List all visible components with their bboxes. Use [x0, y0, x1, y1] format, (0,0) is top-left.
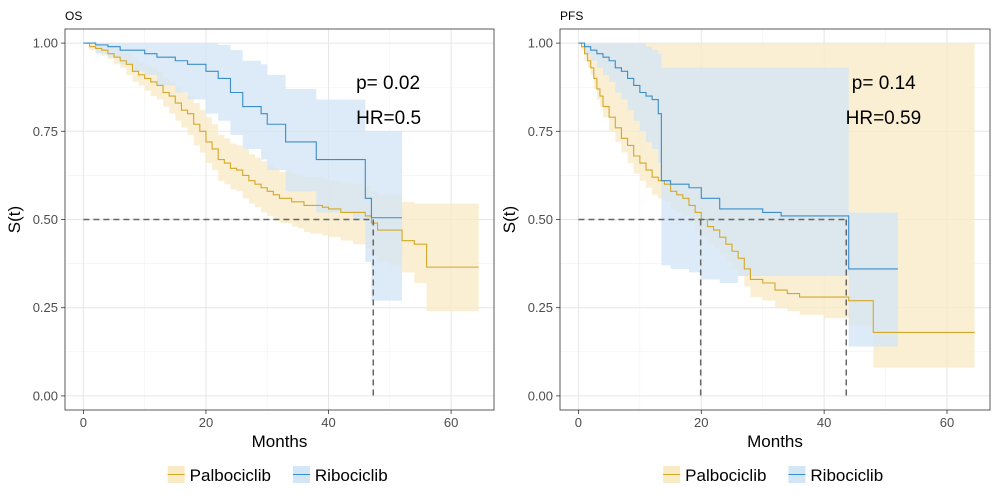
- survival-line-palbociclib: [83, 42, 479, 268]
- legend-pfs: Palbociclib Ribociclib: [663, 466, 883, 485]
- y-axis-label: S(t): [500, 206, 519, 233]
- legend-label-palbociclib: Palbociclib: [190, 466, 271, 485]
- x-axis-label: Months: [252, 432, 308, 451]
- x-tick-label: 60: [940, 415, 954, 430]
- legend-label-palbociclib: Palbociclib: [685, 466, 766, 485]
- p-value-annotation: p= 0.14: [852, 73, 916, 94]
- legend-label-ribociclib: Ribociclib: [810, 466, 883, 485]
- legend-key-palbociclib: [167, 466, 185, 483]
- survival-line-palbociclib: [578, 42, 975, 333]
- y-tick-label: 0.00: [528, 388, 553, 403]
- legend-key-palbociclib: [663, 466, 681, 483]
- hazard-ratio-annotation: HR=0.59: [846, 108, 922, 129]
- plot-area: [578, 42, 975, 396]
- y-tick-label: 0.25: [528, 300, 553, 315]
- x-tick-label: 0: [80, 415, 87, 430]
- x-tick-label: 40: [817, 415, 831, 430]
- x-tick-label: 40: [321, 415, 335, 430]
- y-axis-label: S(t): [5, 206, 24, 233]
- ci-band-ribociclib: [83, 43, 403, 301]
- km-panel-pfs: PFS 0 20 40 60 0.00 0.25 0.50 0.75 1.00 Months S(t)…: [500, 9, 991, 451]
- legend: Palbociclib Ribociclib Palbociclib Ribocicl…: [167, 466, 883, 485]
- x-tick-label: 20: [199, 415, 213, 430]
- panel-title: PFS: [560, 9, 583, 23]
- y-tick-label: 1.00: [528, 36, 553, 51]
- x-tick-label: 20: [694, 415, 708, 430]
- legend-key-ribociclib: [292, 466, 310, 483]
- y-tick-label: 0.25: [33, 300, 58, 315]
- panels: OS 0 20 40 60 0.00 0.25 0.50 0.75 1.00 Months S(t) p…: [5, 9, 991, 451]
- y-tick-label: 0.75: [528, 124, 553, 139]
- y-tick-label: 0.50: [528, 212, 553, 227]
- x-tick-label: 0: [575, 415, 582, 430]
- y-tick-label: 1.00: [33, 36, 58, 51]
- ci-band-ribociclib: [578, 43, 898, 347]
- plot-area: [83, 42, 479, 396]
- panel-title: OS: [65, 9, 82, 23]
- survival-line-ribociclib: [83, 42, 403, 219]
- km-panel-os: OS 0 20 40 60 0.00 0.25 0.50 0.75 1.00 Months S(t) p…: [5, 9, 495, 451]
- x-tick-label: 60: [444, 415, 458, 430]
- y-tick-label: 0.50: [33, 212, 58, 227]
- legend-label-ribociclib: Ribociclib: [315, 466, 388, 485]
- hazard-ratio-annotation: HR=0.5: [356, 108, 421, 129]
- y-tick-label: 0.00: [33, 388, 58, 403]
- legend-key-ribociclib: [788, 466, 806, 483]
- legend-os: Palbociclib Ribociclib: [167, 466, 388, 485]
- survival-line-ribociclib: [578, 42, 898, 270]
- y-tick-label: 0.75: [33, 124, 58, 139]
- p-value-annotation: p= 0.02: [356, 73, 420, 94]
- x-axis-label: Months: [747, 432, 803, 451]
